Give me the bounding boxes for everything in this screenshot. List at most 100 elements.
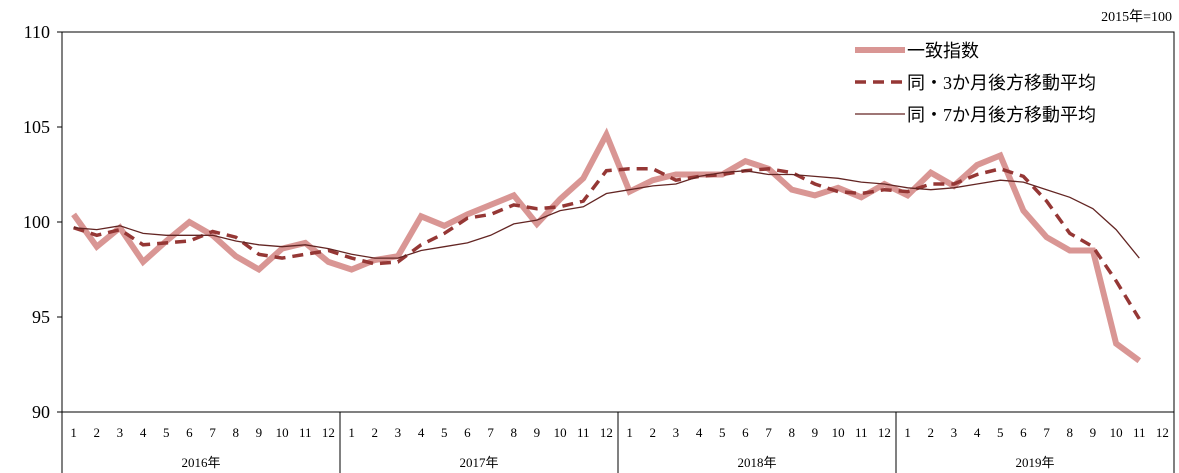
legend-label: 一致指数 <box>907 41 979 61</box>
data-point <box>512 193 516 197</box>
x-tick-label-month: 10 <box>1110 425 1123 440</box>
data-point <box>882 188 886 192</box>
data-point <box>975 182 979 186</box>
x-tick-label-month: 6 <box>742 425 749 440</box>
data-point <box>303 252 307 256</box>
data-point <box>975 173 979 177</box>
data-point <box>1137 359 1141 363</box>
x-tick-label-month: 3 <box>117 425 124 440</box>
x-tick-label-month: 6 <box>464 425 471 440</box>
data-point <box>234 239 238 243</box>
data-point <box>581 199 585 203</box>
x-tick-label-month: 9 <box>1090 425 1097 440</box>
x-tick-label-month: 3 <box>395 425 402 440</box>
data-point <box>836 186 840 190</box>
data-point <box>1021 180 1025 184</box>
legend-item: 同・7か月後方移動平均 <box>855 105 1096 125</box>
data-point <box>280 256 284 260</box>
x-tick-label-month: 7 <box>487 425 494 440</box>
data-point <box>257 268 261 272</box>
data-point <box>651 184 655 188</box>
data-point <box>836 176 840 180</box>
data-point <box>790 188 794 192</box>
legend-label: 同・3か月後方移動平均 <box>907 73 1096 93</box>
data-point <box>882 182 886 186</box>
data-point <box>95 228 99 232</box>
data-point <box>465 216 469 220</box>
data-point <box>442 224 446 228</box>
x-tick-label-month: 1 <box>904 425 911 440</box>
data-point <box>1068 195 1072 199</box>
data-point <box>350 256 354 260</box>
data-point <box>187 239 191 243</box>
data-point <box>1068 231 1072 235</box>
data-point <box>1045 199 1049 203</box>
data-point <box>604 192 608 196</box>
data-point <box>836 190 840 194</box>
data-point <box>998 167 1002 171</box>
series-line <box>71 127 1142 364</box>
x-tick-label-month: 9 <box>256 425 263 440</box>
data-point <box>1137 256 1141 260</box>
data-point <box>859 180 863 184</box>
x-tick-label-month: 8 <box>789 425 796 440</box>
data-point <box>1114 228 1118 232</box>
data-point <box>118 228 122 232</box>
x-tick-label-month: 12 <box>600 425 613 440</box>
data-point <box>465 212 469 216</box>
series-line <box>73 166 1141 320</box>
x-tick-label-month: 2 <box>650 425 657 440</box>
x-tick-label-month: 7 <box>765 425 772 440</box>
data-point <box>767 173 771 177</box>
data-point <box>187 220 191 224</box>
data-point <box>396 260 400 264</box>
data-point <box>326 247 330 251</box>
x-tick-label-month: 1 <box>626 425 633 440</box>
x-tick-label-month: 3 <box>951 425 958 440</box>
x-tick-label-month: 5 <box>163 425 170 440</box>
series-3 <box>72 170 1141 260</box>
data-point <box>535 207 539 211</box>
data-point <box>859 195 863 199</box>
data-point <box>767 167 771 171</box>
data-point <box>419 249 423 253</box>
x-tick-label-month: 9 <box>812 425 819 440</box>
data-point <box>326 260 330 264</box>
data-point <box>164 233 168 237</box>
data-point <box>674 178 678 182</box>
x-tick-label-month: 12 <box>1156 425 1169 440</box>
data-point <box>906 193 910 197</box>
data-point <box>674 173 678 177</box>
legend-label: 同・7か月後方移動平均 <box>907 105 1096 125</box>
x-tick-label-month: 12 <box>878 425 891 440</box>
data-point <box>419 214 423 218</box>
data-point <box>350 252 354 256</box>
legend-item: 一致指数 <box>855 41 979 61</box>
data-point <box>72 226 76 230</box>
x-tick-label-month: 2 <box>372 425 379 440</box>
data-point <box>790 173 794 177</box>
data-point <box>1021 174 1025 178</box>
data-point <box>998 154 1002 158</box>
data-point <box>280 245 284 249</box>
x-tick-label-month: 4 <box>974 425 981 440</box>
data-point <box>720 171 724 175</box>
x-tick-label-month: 9 <box>534 425 541 440</box>
x-tick-label-month: 8 <box>511 425 518 440</box>
data-point <box>697 174 701 178</box>
x-tick-label-month: 11 <box>855 425 868 440</box>
data-point <box>558 197 562 201</box>
data-point <box>141 260 145 264</box>
data-point <box>234 254 238 258</box>
data-point <box>535 222 539 226</box>
data-point <box>1114 279 1118 283</box>
data-point <box>906 186 910 190</box>
data-point <box>581 205 585 209</box>
x-tick-label-year: 2019年 <box>1015 455 1054 470</box>
y-tick-label: 100 <box>23 212 50 232</box>
data-point <box>442 231 446 235</box>
data-point <box>211 233 215 237</box>
data-point <box>1091 207 1095 211</box>
x-tick-label-month: 1 <box>348 425 355 440</box>
data-point <box>813 193 817 197</box>
